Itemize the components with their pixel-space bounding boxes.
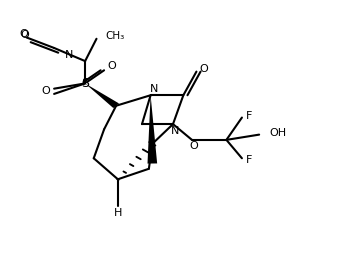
Text: O: O (189, 141, 198, 151)
Text: F: F (246, 111, 253, 121)
Polygon shape (85, 83, 119, 108)
Text: S: S (81, 77, 89, 90)
Text: N: N (171, 126, 179, 136)
Text: O: O (199, 64, 208, 74)
Polygon shape (147, 95, 157, 164)
Text: OH: OH (270, 128, 286, 138)
Text: O: O (20, 30, 29, 40)
Text: F: F (246, 155, 253, 164)
Text: O: O (41, 86, 50, 96)
Text: O: O (108, 61, 116, 71)
Text: N: N (64, 50, 73, 59)
Text: H: H (114, 208, 122, 218)
Text: O: O (20, 29, 28, 39)
Text: CH₃: CH₃ (105, 31, 124, 41)
Text: N: N (150, 84, 158, 95)
